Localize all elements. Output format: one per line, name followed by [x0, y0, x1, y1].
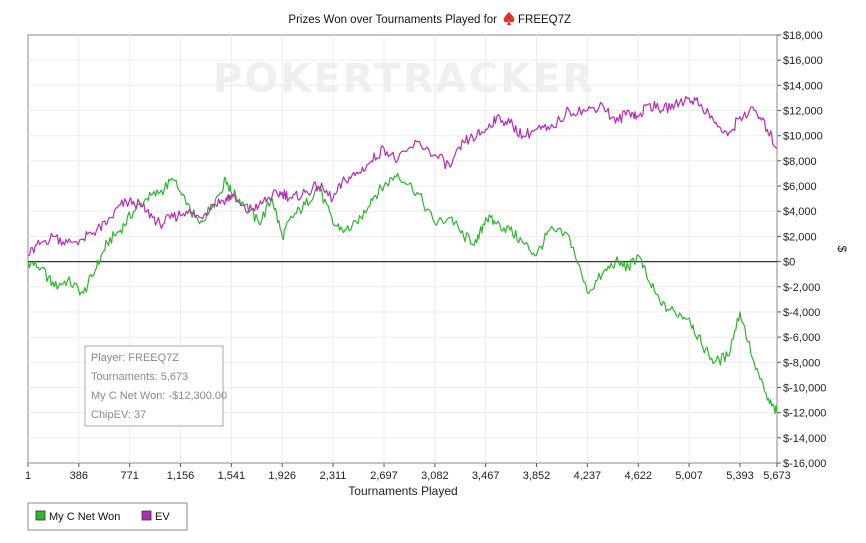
y-axis-title: $	[835, 246, 849, 253]
x-tick-label: 4,622	[624, 470, 652, 482]
x-tick-label: 1,541	[218, 470, 246, 482]
y-tick-label: $12,000	[783, 106, 823, 118]
x-tick-label: 3,852	[523, 470, 551, 482]
legend-frame	[27, 502, 188, 531]
legend-label-net-won: My C Net Won	[49, 511, 120, 523]
x-tick-label: 3,082	[421, 470, 449, 482]
player-spade-icon	[503, 12, 515, 25]
y-tick-label: $16,000	[783, 55, 823, 67]
watermark: POKERTRACKER	[213, 56, 595, 102]
y-tick-label: $10,000	[783, 131, 823, 143]
x-tick-label: 1,926	[268, 470, 296, 482]
info-player: Player: FREEQ7Z	[91, 352, 179, 364]
legend-swatch-net-won	[35, 510, 46, 521]
y-tick-label: $0	[783, 257, 795, 269]
y-tick-label: $-14,000	[783, 433, 826, 445]
x-axis-title: Tournaments Played	[348, 484, 457, 498]
y-axis: $18,000 $16,000 $14,000 $12,000 $10,000 $8,00…	[777, 30, 826, 470]
x-axis: 1 386 771 1,156 1,541 1,926 2,311 2,697 3,082 3,4…	[25, 463, 791, 482]
x-tick-label: 1	[25, 470, 31, 482]
info-box-frame	[84, 345, 224, 427]
series-line-net-won	[27, 172, 778, 415]
y-tick-label: $-4,000	[783, 307, 820, 319]
y-tick-label: $-10,000	[783, 382, 826, 394]
legend-swatch-ev	[141, 510, 152, 521]
x-tick-label: 3,467	[472, 470, 500, 482]
legend-item-net-won[interactable]: My C Net Won	[35, 510, 120, 523]
x-tick-label: 4,237	[574, 470, 602, 482]
y-tick-label: $6,000	[783, 181, 817, 193]
info-net-won: My C Net Won: -$12,300.00	[91, 390, 227, 402]
chart-title-player: FREEQ7Z	[518, 14, 571, 26]
info-chipev: ChipEV: 37	[91, 409, 146, 421]
x-tick-label: 5,393	[726, 470, 754, 482]
y-tick-label: $14,000	[783, 80, 823, 92]
x-tick-label: 386	[70, 470, 88, 482]
x-tick-label: 2,311	[320, 470, 347, 482]
x-tick-label: 5,673	[763, 470, 791, 482]
y-tick-label: $-2,000	[783, 282, 820, 294]
y-tick-label: $4,000	[783, 206, 817, 218]
series-line-ev	[28, 95, 778, 256]
x-tick-label: 1,156	[167, 470, 195, 482]
y-tick-label: $-12,000	[783, 408, 826, 420]
y-tick-label: $2,000	[783, 231, 817, 243]
y-tick-label: $18,000	[783, 30, 823, 42]
info-tournaments: Tournaments: 5,673	[91, 371, 188, 383]
chart-title: Prizes Won over Tournaments Played for	[288, 14, 497, 26]
y-tick-label: $8,000	[783, 156, 817, 168]
x-tick-label: 2,697	[370, 470, 398, 482]
legend-item-ev[interactable]: EV	[141, 510, 170, 523]
y-tick-label: $-8,000	[783, 357, 820, 369]
y-tick-label: $-6,000	[783, 332, 820, 344]
player-info-box: Player: FREEQ7Z Tournaments: 5,673 My C …	[84, 345, 227, 427]
x-tick-label: 771	[121, 470, 139, 482]
legend: My C Net Won EV	[27, 502, 188, 531]
y-tick-label: $-16,000	[783, 458, 826, 470]
legend-label-ev: EV	[155, 511, 170, 523]
series-layer	[27, 95, 778, 415]
x-tick-label: 5,007	[675, 470, 703, 482]
